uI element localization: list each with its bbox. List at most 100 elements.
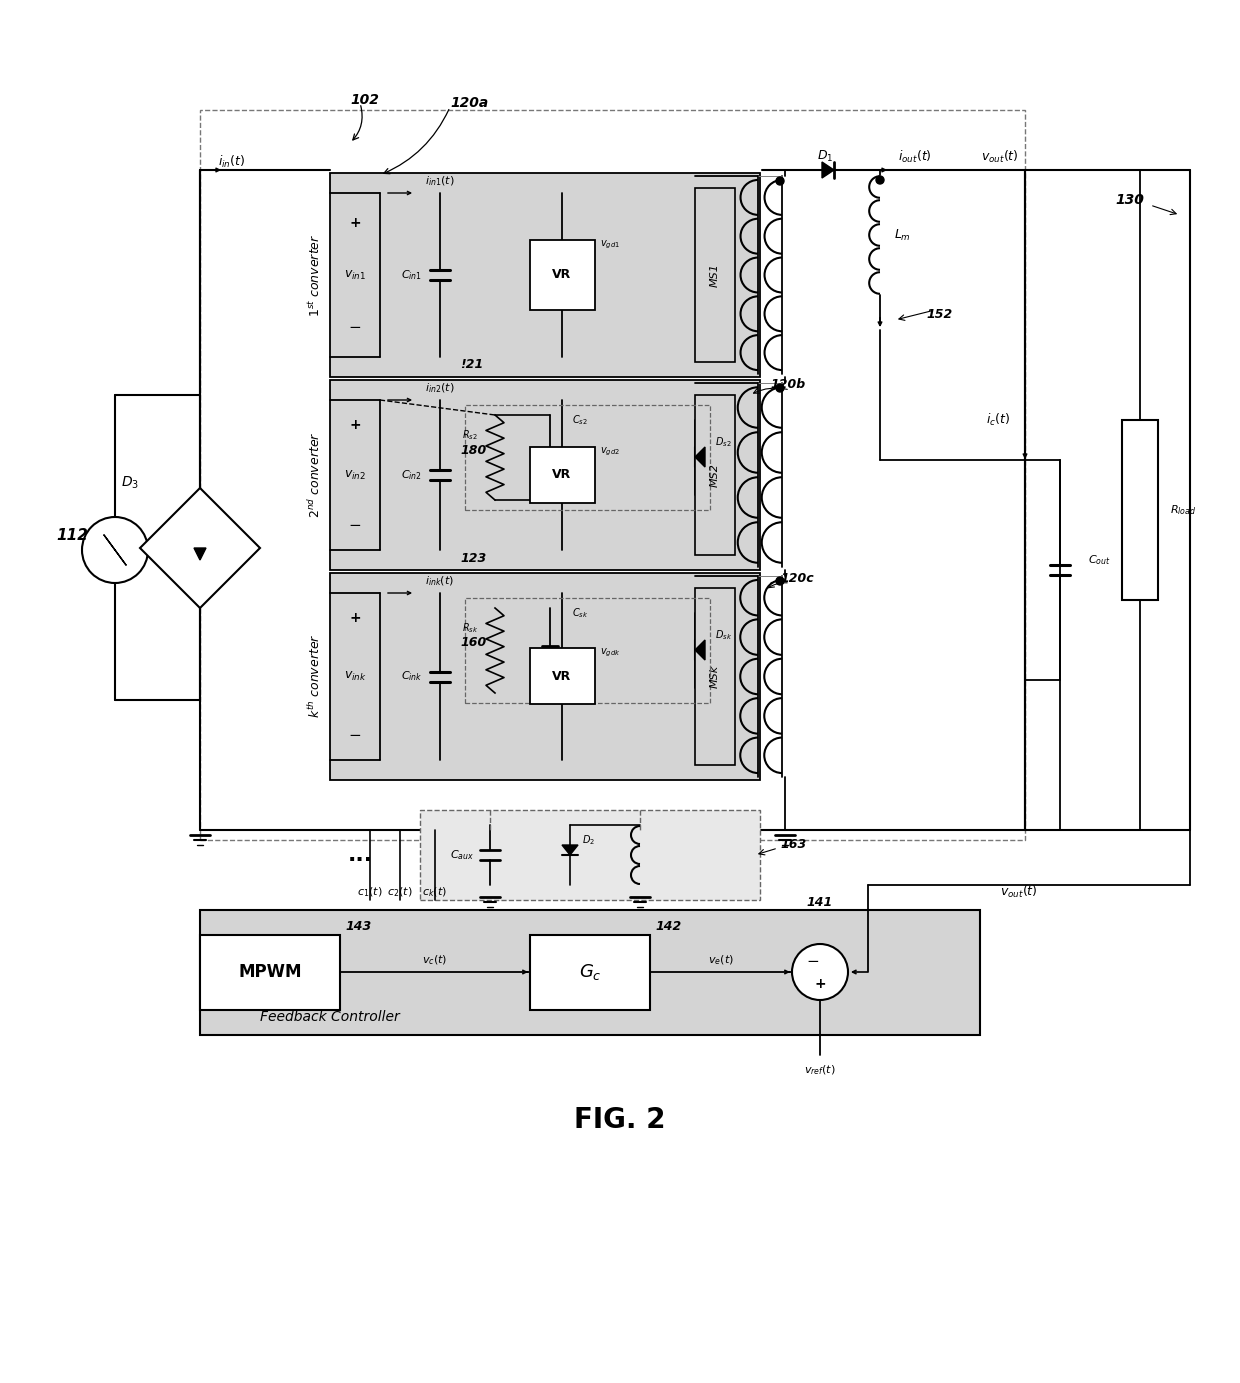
Bar: [694, 188, 735, 362]
Polygon shape: [694, 447, 706, 467]
Circle shape: [875, 176, 884, 184]
Text: 142: 142: [655, 921, 681, 934]
Text: 120b: 120b: [770, 379, 805, 391]
Text: 160: 160: [460, 636, 486, 650]
Text: $i_{in}(t)$: $i_{in}(t)$: [217, 154, 246, 170]
Text: MS2: MS2: [711, 463, 720, 487]
Text: +: +: [350, 216, 361, 230]
Text: $1^{st}$ converter: $1^{st}$ converter: [308, 234, 322, 317]
Text: $v_{gdk}$: $v_{gdk}$: [600, 647, 620, 660]
Text: 130: 130: [1116, 194, 1145, 207]
Text: $C_{in1}$: $C_{in1}$: [402, 268, 423, 282]
Text: MSk: MSk: [711, 664, 720, 687]
Text: $C_{sk}$: $C_{sk}$: [572, 606, 589, 620]
Text: $v_{ref}(t)$: $v_{ref}(t)$: [804, 1064, 836, 1077]
Text: +: +: [815, 976, 826, 992]
Text: $v_{in1}$: $v_{in1}$: [343, 268, 366, 282]
Text: FIG. 2: FIG. 2: [574, 1106, 666, 1134]
Text: $D_{sk}$: $D_{sk}$: [715, 628, 732, 642]
Text: 112: 112: [56, 527, 88, 542]
Text: VR: VR: [552, 268, 572, 282]
Bar: [694, 588, 735, 765]
Text: MPWM: MPWM: [238, 963, 301, 981]
Text: $v_{out}(t)$: $v_{out}(t)$: [981, 149, 1019, 165]
Text: $C_{s2}$: $C_{s2}$: [572, 414, 588, 427]
Circle shape: [776, 577, 784, 585]
Text: 141: 141: [806, 896, 832, 909]
Text: 123: 123: [460, 552, 486, 564]
Text: +: +: [350, 418, 361, 431]
Text: $i_{in1}(t)$: $i_{in1}(t)$: [425, 174, 455, 188]
Text: $v_{gd2}$: $v_{gd2}$: [600, 445, 620, 458]
Text: $D_3$: $D_3$: [122, 474, 139, 491]
Polygon shape: [562, 845, 578, 855]
Text: $L_m$: $L_m$: [894, 227, 910, 242]
Text: ...: ...: [347, 845, 372, 864]
Circle shape: [792, 945, 848, 1000]
Bar: [465, 405, 711, 510]
Text: 120a: 120a: [450, 95, 489, 111]
Text: $R_{s2}$: $R_{s2}$: [463, 429, 477, 443]
Text: $D_2$: $D_2$: [582, 833, 595, 846]
Bar: [694, 396, 735, 555]
Text: $R_{load}$: $R_{load}$: [1171, 503, 1197, 517]
Text: $2^{nd}$ converter: $2^{nd}$ converter: [308, 431, 322, 519]
Text: $v_{out}(t)$: $v_{out}(t)$: [999, 884, 1038, 900]
Text: $C_{ink}$: $C_{ink}$: [402, 669, 423, 683]
Polygon shape: [694, 640, 706, 660]
Polygon shape: [140, 488, 260, 609]
Text: VR: VR: [552, 669, 572, 682]
Text: $k^{th}$ converter: $k^{th}$ converter: [308, 633, 322, 718]
Text: $D_{s2}$: $D_{s2}$: [715, 436, 732, 449]
Bar: [330, 380, 760, 570]
Text: 163: 163: [780, 838, 806, 852]
Text: $C_{aux}$: $C_{aux}$: [450, 848, 474, 862]
Text: $c_2(t)$: $c_2(t)$: [387, 885, 413, 899]
Bar: [330, 573, 760, 780]
Bar: [465, 597, 711, 703]
Polygon shape: [822, 162, 835, 178]
Text: $c_k(t)$: $c_k(t)$: [423, 885, 448, 899]
Circle shape: [776, 177, 784, 185]
Text: −: −: [348, 727, 361, 743]
Text: $C_{out}$: $C_{out}$: [1087, 553, 1111, 567]
Bar: [420, 810, 760, 900]
Bar: [330, 173, 760, 378]
Circle shape: [776, 384, 784, 391]
Bar: [529, 649, 595, 704]
Text: Feedback Controller: Feedback Controller: [260, 1010, 399, 1023]
Text: $R_{sk}$: $R_{sk}$: [461, 621, 479, 635]
Bar: [1122, 420, 1158, 600]
Text: !21: !21: [460, 358, 484, 372]
Text: $v_{in2}$: $v_{in2}$: [343, 469, 366, 481]
Text: $v_e(t)$: $v_e(t)$: [708, 953, 734, 967]
Text: $c_1(t)$: $c_1(t)$: [357, 885, 383, 899]
Text: $v_c(t)$: $v_c(t)$: [423, 953, 448, 967]
Text: $i_{out}(t)$: $i_{out}(t)$: [898, 149, 932, 165]
Text: 152: 152: [926, 308, 954, 321]
Text: $v_{ink}$: $v_{ink}$: [343, 669, 366, 683]
Text: $i_{ink}(t)$: $i_{ink}(t)$: [425, 574, 454, 588]
Text: 143: 143: [345, 921, 371, 934]
Bar: [200, 935, 340, 1010]
Bar: [529, 447, 595, 503]
Text: VR: VR: [552, 469, 572, 481]
Text: MS1: MS1: [711, 263, 720, 286]
Text: $i_{in2}(t)$: $i_{in2}(t)$: [425, 382, 455, 394]
Text: $D_1$: $D_1$: [817, 148, 833, 163]
Text: +: +: [350, 611, 361, 625]
Text: 102: 102: [350, 93, 379, 106]
Text: −: −: [807, 954, 820, 969]
Bar: [529, 241, 595, 310]
Circle shape: [82, 517, 148, 584]
Text: $G_c$: $G_c$: [579, 963, 601, 982]
Text: −: −: [348, 319, 361, 335]
Text: 120c: 120c: [780, 571, 813, 585]
Text: $C_{in2}$: $C_{in2}$: [402, 467, 423, 481]
Polygon shape: [193, 548, 206, 560]
Text: $i_c(t)$: $i_c(t)$: [986, 412, 1011, 429]
Text: $v_{gd1}$: $v_{gd1}$: [600, 239, 620, 252]
Bar: [529, 935, 650, 1010]
Bar: [200, 111, 1025, 839]
Bar: [200, 910, 980, 1034]
